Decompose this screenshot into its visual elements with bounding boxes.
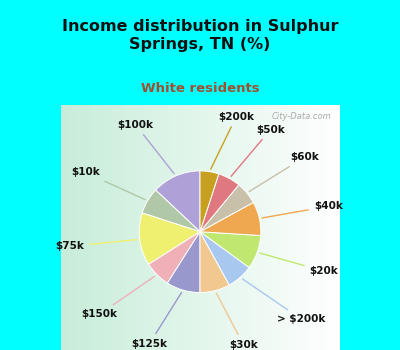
Text: White residents: White residents [141,82,259,95]
Wedge shape [200,202,261,236]
Wedge shape [200,232,229,293]
Text: $200k: $200k [211,112,254,169]
Wedge shape [156,171,200,232]
Text: > $200k: > $200k [242,279,326,324]
Wedge shape [200,171,219,232]
Text: $75k: $75k [56,240,137,251]
Text: Income distribution in Sulphur
Springs, TN (%): Income distribution in Sulphur Springs, … [62,19,338,52]
Wedge shape [168,232,200,293]
Wedge shape [139,213,200,264]
Wedge shape [200,174,239,232]
Text: $40k: $40k [262,201,343,218]
Wedge shape [149,232,200,283]
Wedge shape [200,232,261,267]
Text: $150k: $150k [82,276,155,319]
Wedge shape [142,190,200,232]
Text: $60k: $60k [249,152,318,191]
Wedge shape [200,232,249,285]
Text: $125k: $125k [132,293,182,349]
Text: $20k: $20k [260,253,338,276]
Text: $50k: $50k [231,125,285,176]
Wedge shape [200,185,253,232]
Text: $30k: $30k [216,293,258,350]
Text: $10k: $10k [71,167,145,199]
Text: City-Data.com: City-Data.com [271,112,331,121]
Text: $100k: $100k [118,120,174,174]
